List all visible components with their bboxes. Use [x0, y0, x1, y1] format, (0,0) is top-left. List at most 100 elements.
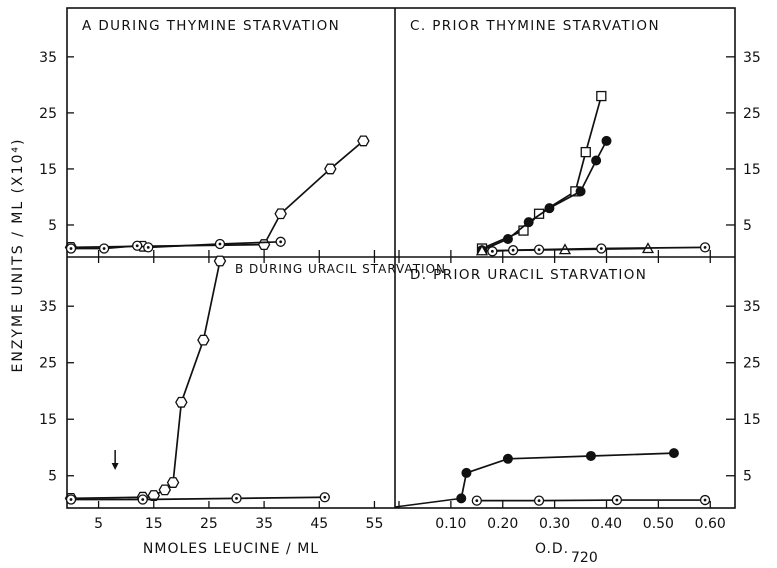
panel-title: A DURING THYMINE STARVATION — [82, 18, 340, 34]
y-tick-label: 35 — [743, 50, 761, 66]
series-filled-circle — [477, 135, 612, 256]
dotted-circle-center — [218, 242, 222, 246]
series-line — [71, 496, 325, 501]
x-tick-label: 35 — [255, 516, 273, 532]
y-tick-label: 15 — [39, 162, 57, 178]
filled-circle-marker — [575, 186, 586, 197]
series-dotted-circle — [65, 492, 330, 505]
dotted-circle-center — [511, 248, 515, 252]
open-hexagon-marker — [158, 484, 172, 496]
y-tick-label: 25 — [743, 106, 761, 122]
dotted-circle-center — [490, 249, 494, 253]
panel-title: D. PRIOR URACIL STARVATION — [410, 267, 647, 283]
x-tick-label: 5 — [94, 516, 103, 532]
x-tick-label: 0.30 — [539, 516, 570, 532]
x-axis-label-subscript: 720 — [571, 550, 598, 566]
dotted-circle-center — [279, 240, 283, 244]
arrow-head — [111, 463, 119, 470]
open-triangle-marker — [475, 244, 489, 256]
y-tick-label: 5 — [743, 218, 752, 234]
series-line — [476, 499, 706, 502]
filled-circle-marker — [523, 217, 534, 228]
filled-circle-marker — [456, 493, 467, 504]
x-tick-label: 55 — [366, 516, 384, 532]
series-line — [460, 452, 674, 499]
y-tick-label: 25 — [39, 106, 57, 122]
x-tick-label: 0.10 — [435, 516, 466, 532]
figure-frame — [66, 7, 736, 509]
open-hexagon-marker — [175, 396, 188, 408]
open-square-marker — [580, 146, 591, 158]
y-tick-label: 5 — [48, 218, 57, 234]
dotted-circle-center — [537, 248, 541, 252]
dotted-circle-center — [703, 498, 707, 502]
series-line — [70, 140, 364, 249]
dotted-circle-center — [599, 247, 603, 250]
open-hexagon-marker — [274, 208, 287, 220]
series-dotted-circle — [65, 236, 286, 254]
y-tick-label: 15 — [39, 412, 57, 428]
x-axis-label: NMOLES LEUCINE / ML — [143, 541, 319, 557]
dotted-circle-center — [323, 495, 327, 499]
open-square-marker — [533, 208, 545, 219]
open-hexagon-marker — [147, 490, 161, 501]
dotted-circle-center — [146, 245, 150, 249]
open-square-marker — [596, 90, 607, 102]
filled-circle-marker — [544, 203, 555, 214]
series-line — [481, 95, 603, 250]
open-hexagon-marker — [324, 163, 337, 175]
open-hexagon-marker — [213, 255, 227, 267]
filled-circle-marker — [502, 233, 513, 244]
open-hexagon-marker — [166, 477, 180, 488]
x-tick-label: 0.60 — [695, 516, 726, 532]
dotted-circle-center — [703, 245, 707, 249]
panel-b: B DURING URACIL STARVATION 5 15 25 35 5 15 25 35… — [39, 255, 446, 557]
y-tick-label: 5 — [48, 469, 57, 485]
dotted-circle-center — [615, 498, 619, 502]
baseline-segment — [394, 497, 462, 508]
x-tick-label: 0.20 — [487, 516, 518, 532]
panel-title: C. PRIOR THYMINE STARVATION — [410, 18, 660, 34]
y-tick-label: 35 — [39, 299, 57, 315]
panel-a: A DURING THYMINE STARVATION 5 15 25 35 — [39, 18, 376, 263]
y-tick-label: 5 — [743, 469, 752, 485]
dotted-circle-center — [141, 498, 145, 501]
series-open-square — [476, 90, 607, 254]
panel-title: B DURING URACIL STARVATION — [235, 262, 446, 276]
open-hexagon-marker — [257, 239, 271, 251]
dotted-circle-center — [235, 496, 238, 500]
dotted-circle-center — [475, 499, 479, 503]
filled-circle-marker — [601, 135, 612, 146]
open-hexagon-marker — [197, 334, 210, 346]
x-tick-label: 0.40 — [591, 516, 622, 532]
x-tick-label: 25 — [200, 516, 218, 532]
y-tick-label: 15 — [743, 162, 761, 178]
x-tick-label: 45 — [310, 516, 328, 532]
series-line — [71, 240, 281, 250]
x-axis-label: O.D. — [535, 541, 569, 557]
panel-d: D. PRIOR URACIL STARVATION 5 15 25 35 0.10 0.2… — [394, 267, 761, 566]
filled-circle-marker — [461, 467, 472, 478]
series-dotted-circle — [487, 242, 711, 257]
y-tick-label: 25 — [39, 356, 57, 372]
filled-circle-marker — [591, 155, 602, 166]
series-filled-circle — [456, 448, 679, 504]
series-dotted-circle — [471, 494, 711, 506]
dotted-circle-center — [135, 244, 139, 248]
series-line — [70, 260, 221, 500]
dotted-circle-center — [69, 247, 73, 250]
filled-circle-marker — [585, 450, 596, 461]
y-tick-label: 25 — [743, 356, 761, 372]
filled-circle-marker — [668, 448, 679, 459]
open-hexagon-marker — [357, 135, 370, 147]
series-open-hexagon — [64, 255, 227, 504]
x-tick-label: 0.50 — [643, 516, 674, 532]
dotted-circle-center — [537, 499, 541, 503]
panel-c: C. PRIOR THYMINE STARVATION 5 15 25 35 — [398, 18, 761, 263]
y-tick-label: 35 — [39, 50, 57, 66]
x-tick-label: 15 — [145, 516, 163, 532]
dotted-circle-center — [102, 247, 106, 250]
dotted-circle-center — [69, 498, 73, 501]
